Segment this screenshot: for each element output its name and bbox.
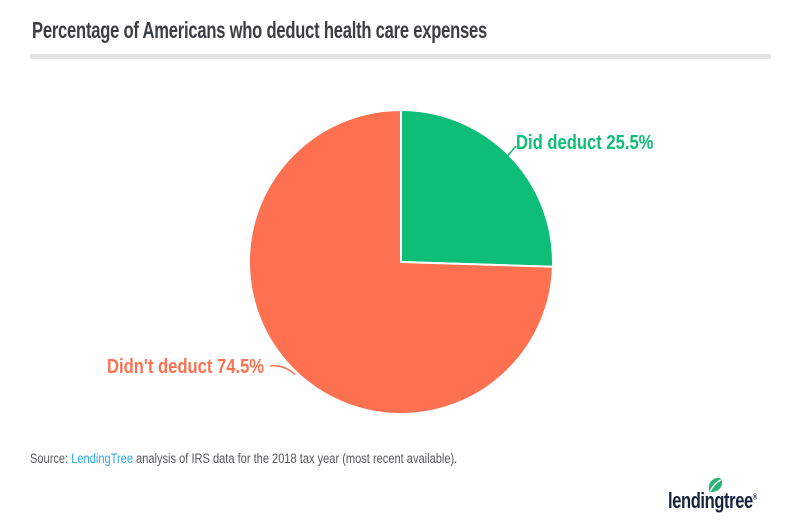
chart-title: Percentage of Americans who deduct healt… — [32, 17, 488, 43]
source-text: Source: LendingTree analysis of IRS data… — [30, 451, 457, 466]
pie-slice-didnt-deduct — [248, 109, 554, 415]
leader-line-didnt-deduct — [269, 364, 296, 376]
pie-label-did-deduct: Did deduct 25.5% — [516, 132, 654, 154]
source-prefix: Source: — [30, 451, 72, 466]
registered-trademark: ® — [752, 492, 758, 502]
pie-chart — [248, 109, 554, 415]
leader-line-did-deduct — [504, 145, 517, 160]
source-link-lendingtree[interactable]: LendingTree — [71, 451, 133, 466]
logo-wordmark-wrap: lendingtree® — [668, 490, 757, 512]
pie-label-didnt-deduct: Didn't deduct 74.5% — [107, 356, 265, 378]
logo-wordmark: lendingtree — [668, 488, 753, 513]
pie-slice-did-deduct — [400, 109, 554, 268]
leaf-icon — [708, 477, 723, 493]
source-suffix: analysis of IRS data for the 2018 tax ye… — [132, 451, 458, 466]
title-divider — [30, 54, 771, 59]
lendingtree-logo: lendingtree® — [668, 476, 780, 514]
